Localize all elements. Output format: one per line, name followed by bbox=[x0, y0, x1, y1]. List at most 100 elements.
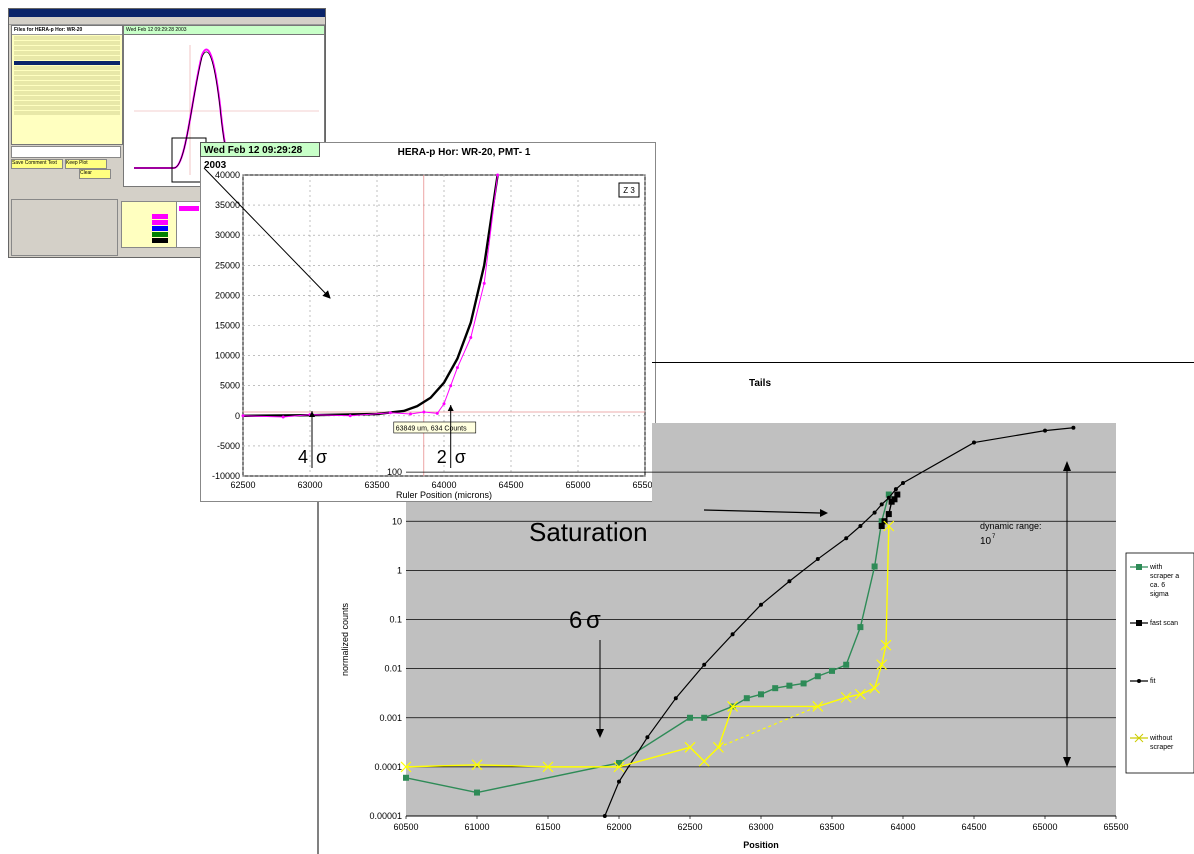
legend-label: without scraper bbox=[1149, 735, 1174, 751]
tails-point-fit bbox=[787, 579, 792, 584]
tails-x-tick: 61500 bbox=[535, 822, 560, 832]
zoom-y-tick: 0 bbox=[235, 411, 240, 421]
tails-point-fit bbox=[673, 696, 678, 701]
tails-title: Tails bbox=[749, 378, 771, 389]
tails-point-noscraper bbox=[869, 682, 881, 694]
zoom-y-tick: -10000 bbox=[212, 471, 240, 481]
zoom-x-tick: 64500 bbox=[498, 480, 523, 490]
tails-point-scraper bbox=[786, 682, 793, 689]
tails-point-noscraper bbox=[400, 761, 412, 773]
tails-point-scraper bbox=[403, 774, 409, 781]
tails-chart: Tails 100 10 1 0.1 0.01 0.001 0.0001 0.000016050… bbox=[317, 378, 1194, 854]
tails-point-scraper bbox=[800, 680, 807, 687]
tails-point-scraper bbox=[871, 563, 878, 570]
six-sigma-symbol: σ bbox=[586, 607, 601, 634]
tails-point-noscraper bbox=[812, 701, 824, 712]
zoom-y-tick: 15000 bbox=[215, 321, 240, 331]
legend-swatch-marker bbox=[1136, 564, 1142, 570]
legend-swatch-marker bbox=[1136, 620, 1142, 626]
save-comment-button[interactable]: Save Comment Text bbox=[11, 159, 63, 169]
tails-point-scraper bbox=[814, 673, 821, 680]
keep-plot-button[interactable]: Keep Plot bbox=[65, 159, 107, 169]
clear-button[interactable]: Clear bbox=[79, 169, 111, 179]
tails-point-scraper bbox=[758, 691, 764, 698]
legend-label: fast scan bbox=[1150, 620, 1178, 627]
channel-panel bbox=[121, 201, 178, 248]
tails-point-noscraper bbox=[684, 741, 696, 753]
tails-y-tick: 0.00001 bbox=[369, 811, 402, 821]
tails-y-tick: 1 bbox=[397, 565, 402, 575]
tails-point-fit bbox=[617, 779, 621, 784]
dynamic-range-exponent: 7 bbox=[992, 534, 996, 540]
tails-plot-bg bbox=[406, 502, 1116, 816]
tails-point-fit bbox=[730, 632, 735, 637]
files-panel: Files for HERA-p Hor: WR-20 bbox=[11, 25, 123, 145]
tails-point-noscraper bbox=[727, 701, 739, 712]
zoom-x-tick: 65500 bbox=[632, 480, 655, 490]
files-title: Files for HERA-p Hor: WR-20 bbox=[12, 26, 122, 35]
tails-series-line bbox=[405, 494, 890, 794]
zoom-badge-text: Z 3 bbox=[623, 186, 635, 195]
tails-x-tick: 60500 bbox=[393, 822, 418, 832]
tails-point-fit bbox=[872, 510, 877, 515]
zoom-series-point bbox=[496, 173, 500, 177]
tails-point-fit bbox=[879, 502, 884, 507]
app-menubar bbox=[9, 17, 325, 25]
tails-point-fit bbox=[844, 536, 849, 541]
tails-point-fit bbox=[702, 662, 707, 667]
zoom-series-point bbox=[348, 414, 352, 418]
zoom-annot-2: 2 bbox=[437, 447, 447, 467]
zoom-series-point bbox=[241, 414, 245, 418]
zoom-series-point bbox=[469, 336, 473, 340]
zoom-x-label: Ruler Position (microns) bbox=[396, 490, 492, 500]
zoom-y-tick: 20000 bbox=[215, 290, 240, 300]
six-sigma-number: 6 bbox=[569, 607, 582, 634]
zoom-x-tick: 62500 bbox=[230, 480, 255, 490]
zoom-y-tick: 10000 bbox=[215, 351, 240, 361]
zoom-y-tick: 30000 bbox=[215, 230, 240, 240]
tails-x-tick: 62500 bbox=[677, 822, 702, 832]
tails-point-noscraper bbox=[876, 659, 888, 671]
options-panel bbox=[11, 199, 118, 256]
tails-x-tick: 64500 bbox=[961, 822, 986, 832]
tails-point-fit bbox=[645, 735, 650, 740]
comment-field[interactable] bbox=[11, 146, 121, 158]
tails-y-tick: 10 bbox=[392, 516, 402, 526]
tails-point-fastscan bbox=[878, 523, 885, 530]
tails-point-fastscan bbox=[885, 511, 892, 518]
tails-point-noscraper bbox=[880, 639, 892, 651]
tails-y-tick: 0.1 bbox=[389, 615, 402, 625]
tails-point-noscraper bbox=[698, 755, 710, 767]
tails-point-noscraper bbox=[542, 761, 554, 773]
saturation-label: Saturation bbox=[529, 517, 648, 547]
tails-x-tick: 63000 bbox=[748, 822, 773, 832]
tails-point-scraper bbox=[772, 685, 779, 692]
tails-point-scraper bbox=[616, 759, 622, 766]
tails-point-scraper bbox=[743, 695, 750, 702]
tails-point-noscraper bbox=[613, 761, 625, 773]
tails-y-label: normalized counts bbox=[340, 602, 350, 676]
tails-point-fit bbox=[972, 440, 976, 445]
tails-point-fit bbox=[858, 524, 863, 529]
zoom-x-tick: 63000 bbox=[297, 480, 322, 490]
zoom-annot-sigma: σ bbox=[455, 447, 466, 467]
tails-y-tick: 0.01 bbox=[384, 664, 402, 674]
zoom-series-point bbox=[281, 415, 285, 419]
zoom-chart-title: HERA-p Hor: WR-20, PMT- 1 bbox=[398, 147, 531, 158]
tails-point-scraper bbox=[687, 714, 693, 721]
dynamic-range-label: dynamic range: bbox=[980, 521, 1042, 531]
tails-point-scraper bbox=[885, 491, 892, 498]
six-sigma-arrowhead bbox=[596, 729, 604, 738]
tails-point-noscraper bbox=[471, 759, 483, 771]
tails-point-fit bbox=[1043, 428, 1047, 433]
zoom-series-point bbox=[388, 411, 392, 415]
zoom-series-point bbox=[455, 366, 459, 370]
zoom-y-tick: -5000 bbox=[217, 441, 240, 451]
zoom-series-line bbox=[242, 174, 499, 417]
tails-point-scraper bbox=[474, 789, 480, 796]
tails-point-fit bbox=[886, 495, 891, 500]
tails-x-tick: 64000 bbox=[890, 822, 915, 832]
tails-point-scraper bbox=[829, 667, 835, 674]
legend-label: with scraper a ca. 6 sigma bbox=[1149, 564, 1179, 598]
zoom-timestamp: Wed Feb 12 09:29:28 2003 bbox=[200, 142, 320, 171]
